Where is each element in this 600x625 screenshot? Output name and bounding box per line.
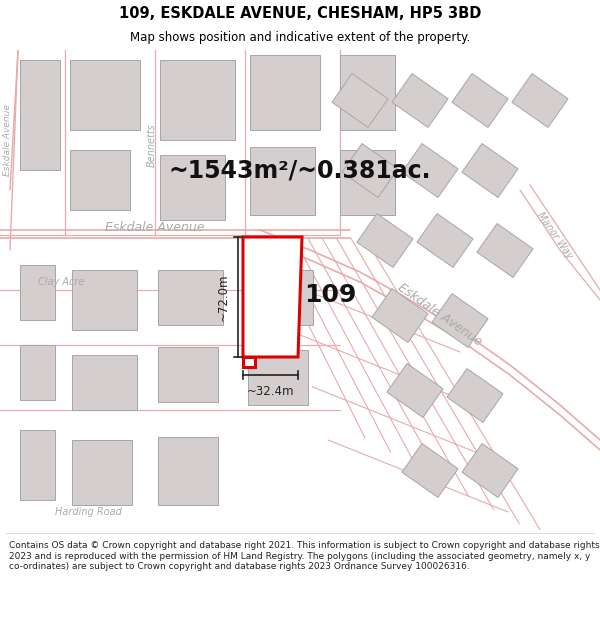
Polygon shape — [387, 364, 443, 418]
Polygon shape — [340, 150, 395, 215]
Polygon shape — [20, 60, 60, 170]
Polygon shape — [70, 60, 140, 130]
Polygon shape — [248, 350, 308, 405]
Text: Bennetts: Bennetts — [147, 123, 157, 167]
Polygon shape — [158, 347, 218, 402]
Polygon shape — [512, 74, 568, 128]
Text: Eskdale Avenue: Eskdale Avenue — [395, 281, 484, 349]
Polygon shape — [332, 74, 388, 128]
Polygon shape — [160, 60, 235, 140]
Polygon shape — [20, 265, 55, 320]
Polygon shape — [72, 270, 137, 330]
Polygon shape — [357, 214, 413, 268]
Polygon shape — [20, 345, 55, 400]
Polygon shape — [392, 74, 448, 128]
Text: Contains OS data © Crown copyright and database right 2021. This information is : Contains OS data © Crown copyright and d… — [9, 541, 599, 571]
Polygon shape — [250, 147, 315, 215]
Polygon shape — [452, 74, 508, 128]
Text: Harding Road: Harding Road — [55, 507, 122, 517]
Polygon shape — [372, 289, 428, 342]
Polygon shape — [447, 369, 503, 423]
Polygon shape — [160, 155, 225, 220]
Polygon shape — [432, 294, 488, 348]
Polygon shape — [243, 357, 255, 367]
Text: Clay Acre: Clay Acre — [38, 277, 85, 287]
Polygon shape — [243, 237, 302, 357]
Polygon shape — [248, 270, 313, 325]
Text: Eskdale Avenue: Eskdale Avenue — [4, 104, 13, 176]
Polygon shape — [417, 214, 473, 268]
Text: 109, ESKDALE AVENUE, CHESHAM, HP5 3BD: 109, ESKDALE AVENUE, CHESHAM, HP5 3BD — [119, 6, 481, 21]
Text: Eskdale Avenue: Eskdale Avenue — [105, 221, 205, 234]
Polygon shape — [342, 144, 398, 198]
Polygon shape — [462, 144, 518, 198]
Polygon shape — [340, 55, 395, 130]
Polygon shape — [72, 355, 137, 410]
Text: ~72.0m: ~72.0m — [217, 273, 230, 321]
Polygon shape — [402, 144, 458, 198]
Polygon shape — [72, 440, 132, 505]
Polygon shape — [158, 437, 218, 505]
Polygon shape — [462, 444, 518, 498]
Text: ~32.4m: ~32.4m — [247, 385, 294, 398]
Text: ~1543m²/~0.381ac.: ~1543m²/~0.381ac. — [169, 158, 431, 182]
Polygon shape — [158, 270, 223, 325]
Polygon shape — [477, 224, 533, 278]
Text: Map shows position and indicative extent of the property.: Map shows position and indicative extent… — [130, 31, 470, 44]
Polygon shape — [250, 55, 320, 130]
Polygon shape — [70, 150, 130, 210]
Text: 109: 109 — [304, 283, 356, 307]
Polygon shape — [20, 430, 55, 500]
Text: Manor Way: Manor Way — [535, 210, 575, 260]
Polygon shape — [402, 444, 458, 498]
